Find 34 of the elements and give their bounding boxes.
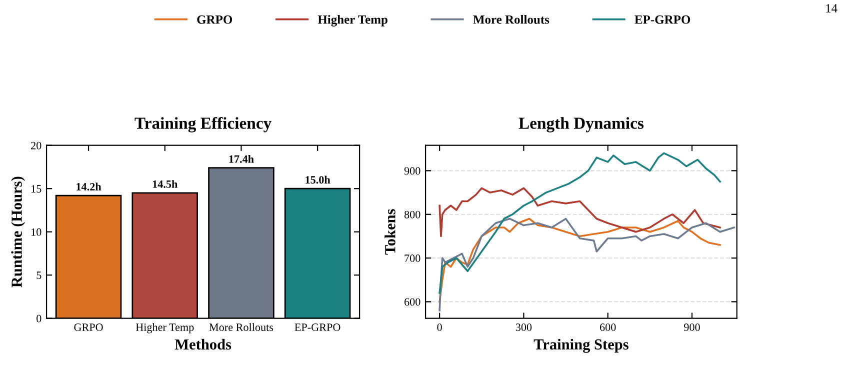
legend-label: EP-GRPO [634, 15, 690, 24]
x-tick-label: Higher Temp [136, 323, 194, 334]
x-tick-label: 900 [684, 324, 700, 331]
x-tick-label: 0 [437, 324, 442, 331]
y-tick-label: 800 [404, 210, 420, 218]
x-tick-label: 300 [516, 324, 532, 331]
chart-title: Training Efficiency [134, 116, 272, 132]
y-tick-label: 10 [32, 228, 42, 236]
x-tick-label: EP-GRPO [294, 324, 340, 331]
x-axis-title: Methods [174, 338, 232, 350]
y-tick-label: 600 [404, 298, 420, 306]
y-axis-title: Runtime (Hours) [11, 176, 25, 288]
x-axis-title: Training Steps [534, 338, 628, 353]
y-tick-label: 700 [404, 254, 420, 262]
y-tick-label: 0 [36, 314, 42, 322]
chart-title: Length Dynamics [518, 117, 644, 132]
data-label: 14.5h [152, 180, 178, 188]
data-label: 17.4h [229, 154, 254, 163]
text: 14 [826, 4, 838, 12]
x-tick-label: GRPO [74, 324, 103, 331]
data-label: 14.2h [76, 182, 102, 191]
legend-label: GRPO [197, 15, 232, 24]
data-label: 15.0h [306, 176, 330, 184]
y-tick-label: 5 [36, 272, 42, 280]
y-tick-label: 20 [31, 142, 42, 150]
y-tick-label: 900 [404, 167, 420, 175]
x-tick-label: 600 [600, 324, 616, 331]
x-tick-label: More Rollouts [209, 323, 274, 331]
y-tick-label: 15 [32, 185, 42, 193]
legend-label: Higher Temp [318, 15, 388, 26]
line-series [438, 187, 721, 238]
legend-label: More Rollouts [473, 15, 550, 24]
line-series [438, 152, 721, 294]
y-axis-title: Tokens [384, 209, 396, 255]
